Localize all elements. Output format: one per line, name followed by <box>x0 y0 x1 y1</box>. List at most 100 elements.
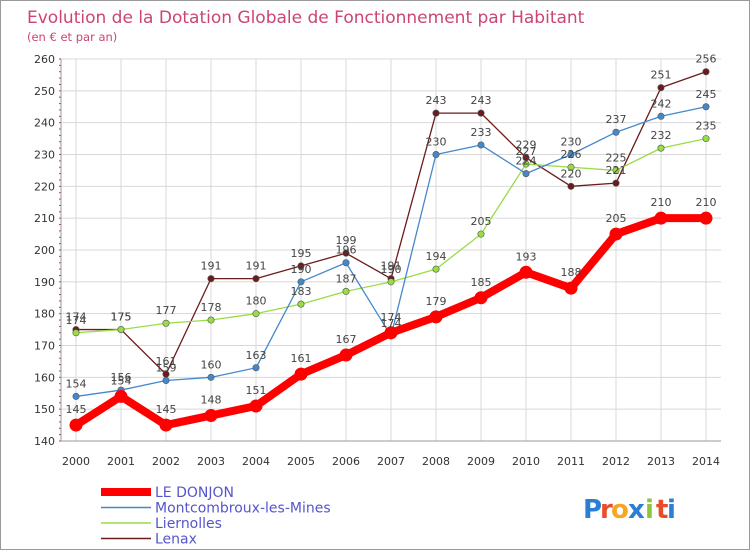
legend: LE DONJONMontcombroux-les-MinesLiernolle… <box>101 485 331 548</box>
data-label-liernolles-2001: 175 <box>111 311 132 324</box>
y-tick-label-160: 160 <box>34 371 55 384</box>
x-tick-label-2010: 2010 <box>512 455 540 468</box>
point-liernolles-2002 <box>162 319 170 327</box>
proxiti-logo: Pro x i ti <box>583 495 676 525</box>
x-tick-label-2011: 2011 <box>557 455 585 468</box>
data-label-lenax-2009: 243 <box>471 94 492 107</box>
point-liernolles-2010 <box>522 160 530 168</box>
point-le-donjon-2013 <box>654 211 668 225</box>
point-lenax-2006 <box>342 249 350 257</box>
data-label-montcombroux-les-mines-2007: 174 <box>381 317 402 330</box>
data-label-liernolles-2005: 183 <box>291 285 312 298</box>
data-label-lenax-2013: 251 <box>651 69 672 82</box>
data-label-lenax-2002: 161 <box>156 355 177 368</box>
data-label-le-donjon-2000: 145 <box>66 403 87 416</box>
point-liernolles-2012 <box>612 166 620 174</box>
point-liernolles-2007 <box>387 278 395 286</box>
point-montcombroux-les-mines-2009 <box>477 141 485 149</box>
y-tick-label-140: 140 <box>34 435 55 448</box>
data-label-montcombroux-les-mines-2000: 154 <box>66 377 87 390</box>
data-label-liernolles-2010: 227 <box>516 145 537 158</box>
point-liernolles-2005 <box>297 300 305 308</box>
legend-label-le-donjon: LE DONJON <box>155 485 234 501</box>
data-label-lenax-2004: 191 <box>246 260 267 273</box>
x-tick-label-2009: 2009 <box>467 455 495 468</box>
y-tick-label-170: 170 <box>34 340 55 353</box>
logo-letter-6: i <box>667 495 676 525</box>
data-label-montcombroux-les-mines-2013: 242 <box>651 97 672 110</box>
logo-letter-3: x <box>628 495 645 525</box>
point-montcombroux-les-mines-2004 <box>252 364 260 372</box>
data-label-montcombroux-les-mines-2002: 159 <box>156 362 177 375</box>
point-montcombroux-les-mines-2000 <box>72 392 80 400</box>
x-tick-label-2007: 2007 <box>377 455 405 468</box>
y-tick-label-190: 190 <box>34 276 55 289</box>
point-lenax-2012 <box>612 179 620 187</box>
data-label-montcombroux-les-mines-2011: 230 <box>561 136 582 149</box>
x-tick-label-2002: 2002 <box>152 455 180 468</box>
y-tick-label-210: 210 <box>34 212 55 225</box>
data-label-lenax-2014: 256 <box>696 53 717 66</box>
point-lenax-2013 <box>657 84 665 92</box>
data-label-lenax-2000: 174 <box>66 311 87 324</box>
x-tick-label-2004: 2004 <box>242 455 270 468</box>
data-label-montcombroux-les-mines-2010: 224 <box>516 155 537 168</box>
x-tick-label-2000: 2000 <box>62 455 90 468</box>
point-liernolles-2011 <box>567 163 575 171</box>
data-label-montcombroux-les-mines-2005: 190 <box>291 263 312 276</box>
logo-letter-2: o <box>611 495 629 525</box>
point-montcombroux-les-mines-2010 <box>522 170 530 178</box>
series-lines <box>69 68 713 432</box>
point-le-donjon-2011 <box>564 281 578 295</box>
data-label-liernolles-2002: 177 <box>156 304 177 317</box>
point-liernolles-2006 <box>342 287 350 295</box>
point-liernolles-2009 <box>477 230 485 238</box>
y-tick-label-200: 200 <box>34 244 55 257</box>
chart-subtitle: (en € et par an) <box>27 30 117 44</box>
y-tick-label-250: 250 <box>34 85 55 98</box>
point-le-donjon-2002 <box>159 418 173 432</box>
data-label-lenax-2008: 243 <box>426 94 447 107</box>
x-tick-label-2013: 2013 <box>647 455 675 468</box>
point-liernolles-2004 <box>252 310 260 318</box>
data-label-lenax-2010: 229 <box>516 139 537 152</box>
point-montcombroux-les-mines-2013 <box>657 112 665 120</box>
data-label-lenax-2003: 191 <box>201 260 222 273</box>
data-label-lenax-2011: 220 <box>561 167 582 180</box>
legend-label-montcombroux-les-mines: Montcombroux-les-Mines <box>155 501 331 517</box>
data-label-liernolles-2008: 194 <box>426 250 447 263</box>
data-label-liernolles-2004: 180 <box>246 295 267 308</box>
data-label-le-donjon-2003: 148 <box>201 394 222 407</box>
point-lenax-2004 <box>252 275 260 283</box>
data-label-lenax-2005: 195 <box>291 247 312 260</box>
data-label-le-donjon-2014: 210 <box>696 196 717 209</box>
y-tick-label-150: 150 <box>34 403 55 416</box>
point-le-donjon-2004 <box>249 399 263 413</box>
x-tick-label-2008: 2008 <box>422 455 450 468</box>
data-label-montcombroux-les-mines-2012: 237 <box>606 113 627 126</box>
data-label-liernolles-2011: 226 <box>561 148 582 161</box>
point-liernolles-2003 <box>207 316 215 324</box>
data-label-liernolles-2007: 190 <box>381 263 402 276</box>
point-le-donjon-2014 <box>699 211 713 225</box>
data-label-le-donjon-2006: 167 <box>336 333 357 346</box>
x-tick-label-2005: 2005 <box>287 455 315 468</box>
point-montcombroux-les-mines-2003 <box>207 373 215 381</box>
point-lenax-2003 <box>207 275 215 283</box>
x-tick-label-2014: 2014 <box>692 455 720 468</box>
point-montcombroux-les-mines-2006 <box>342 259 350 267</box>
data-label-lenax-2007: 191 <box>381 260 402 273</box>
data-label-liernolles-2000: 174 <box>66 314 87 327</box>
data-label-montcombroux-les-mines-2006: 196 <box>336 244 357 257</box>
point-montcombroux-les-mines-2008 <box>432 151 440 159</box>
data-label-le-donjon-2002: 145 <box>156 403 177 416</box>
data-label-lenax-2001: 175 <box>111 311 132 324</box>
point-lenax-2008 <box>432 109 440 117</box>
point-montcombroux-les-mines-2002 <box>162 377 170 385</box>
data-label-lenax-2006: 199 <box>336 234 357 247</box>
y-tick-label-260: 260 <box>34 53 55 66</box>
point-liernolles-2008 <box>432 265 440 273</box>
chart-title: Evolution de la Dotation Globale de Fonc… <box>27 8 585 28</box>
data-label-le-donjon-2012: 205 <box>606 212 627 225</box>
